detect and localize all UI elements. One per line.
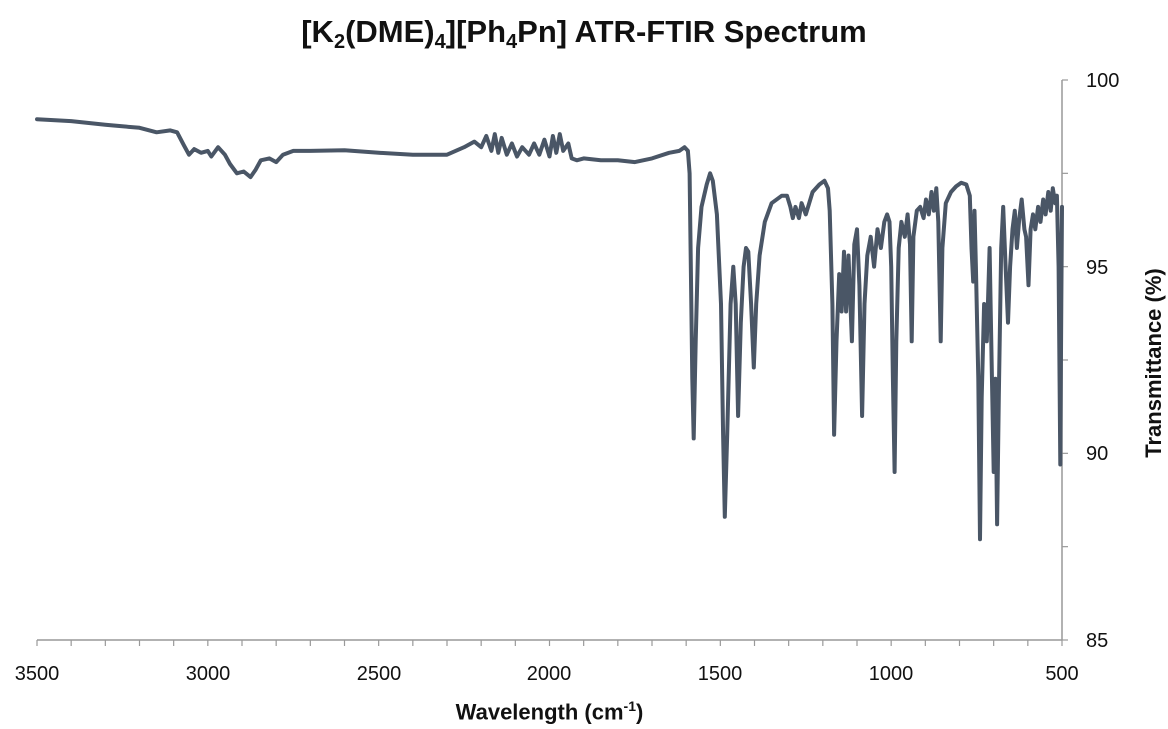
x-tick-label: 1500 xyxy=(698,663,743,685)
title-subscript-k: 2 xyxy=(333,31,346,53)
x-axis-title-exponent: -1 xyxy=(623,698,636,714)
y-tick-label: 95 xyxy=(1086,257,1108,279)
x-tick-label: 1000 xyxy=(869,663,914,685)
axes xyxy=(37,80,1063,641)
y-tick-label: 90 xyxy=(1086,443,1108,465)
title-subscript-dme: 4 xyxy=(434,31,446,53)
title-part-2: (DME) xyxy=(345,14,435,49)
y-tick-label: 100 xyxy=(1086,70,1119,92)
title-subscript-ph: 4 xyxy=(506,31,518,53)
x-tick-label: 3500 xyxy=(15,663,60,685)
title-part-4: Pn] ATR-FTIR Spectrum xyxy=(517,14,867,49)
spectrum-line xyxy=(35,117,1064,542)
x-axis-title-close: ) xyxy=(636,699,644,725)
y-axis-title: Transmittance (%) xyxy=(1141,268,1166,458)
x-tick-label: 2500 xyxy=(357,663,402,685)
x-tick-label: 500 xyxy=(1045,663,1078,685)
chart-title: [K2(DME)4][Ph4Pn] ATR-FTIR Spectrum xyxy=(0,14,1168,54)
x-tick-label: 2000 xyxy=(527,663,572,685)
tick-marks xyxy=(36,79,1068,646)
tick-labels: 3500 3000 2500 2000 1500 1000 500 100 95… xyxy=(15,70,1120,685)
title-part-3: ][Ph xyxy=(445,14,507,49)
y-tick-label: 85 xyxy=(1086,630,1108,652)
x-axis-title: Wavelength (cm-1) xyxy=(37,698,1062,725)
x-tick-label: 3000 xyxy=(186,663,231,685)
x-axis-title-text: Wavelength (cm xyxy=(455,699,624,725)
title-part-1: [K xyxy=(301,14,334,49)
